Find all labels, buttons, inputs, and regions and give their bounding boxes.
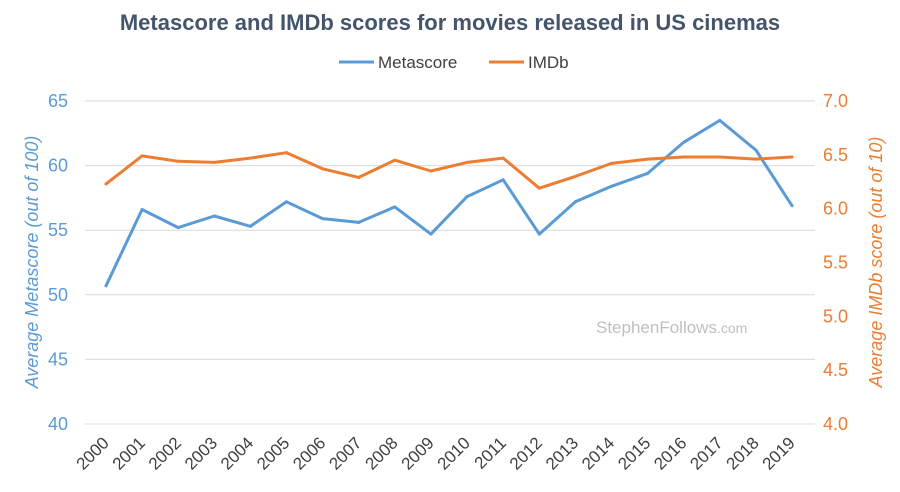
data-point-metascore xyxy=(646,171,650,175)
legend-label-metascore: Metascore xyxy=(378,53,457,72)
data-point-imdb xyxy=(393,158,397,162)
right-tick-label: 4.5 xyxy=(823,360,848,380)
left-tick-label: 45 xyxy=(48,349,68,369)
series-lines xyxy=(104,118,794,288)
data-point-metascore xyxy=(393,205,397,209)
data-point-metascore xyxy=(573,200,577,204)
data-point-imdb xyxy=(212,160,216,164)
right-tick-label: 6.0 xyxy=(823,199,848,219)
data-point-metascore xyxy=(104,284,108,288)
data-point-imdb xyxy=(248,156,252,160)
left-axis-ticks: 40 45 50 55 60 65 xyxy=(48,91,68,434)
data-point-metascore xyxy=(682,140,686,144)
x-axis-ticks: 2000200120022003200420052006200720082009… xyxy=(73,433,799,473)
data-point-imdb xyxy=(104,182,108,186)
left-tick-label: 60 xyxy=(48,156,68,176)
data-point-imdb xyxy=(176,159,180,163)
x-tick-label: 2017 xyxy=(686,433,726,473)
data-point-imdb xyxy=(465,160,469,164)
gridlines xyxy=(85,100,815,425)
data-point-imdb xyxy=(609,161,613,165)
data-point-metascore xyxy=(176,226,180,230)
right-axis-ticks: 4.0 4.5 5.0 5.5 6.0 6.5 7.0 xyxy=(823,91,848,434)
x-tick-label: 2016 xyxy=(650,433,690,473)
left-tick-label: 50 xyxy=(48,285,68,305)
data-point-imdb xyxy=(754,157,758,161)
left-tick-label: 40 xyxy=(48,414,68,434)
data-point-metascore xyxy=(321,217,325,221)
data-point-imdb xyxy=(646,157,650,161)
x-tick-label: 2004 xyxy=(217,433,257,473)
legend: Metascore IMDb xyxy=(339,53,569,72)
data-point-imdb xyxy=(537,186,541,190)
right-tick-label: 6.5 xyxy=(823,145,848,165)
x-tick-label: 2007 xyxy=(325,433,365,473)
watermark-main: StephenFollows xyxy=(596,318,717,337)
data-point-metascore xyxy=(429,232,433,236)
left-axis-label: Average Metascore (out of 100) xyxy=(22,136,42,390)
data-point-metascore xyxy=(609,184,613,188)
data-point-metascore xyxy=(501,178,505,182)
right-axis-label: Average IMDb score (out of 10) xyxy=(866,137,886,389)
x-tick-label: 2003 xyxy=(181,433,221,473)
x-tick-label: 2000 xyxy=(73,433,113,473)
right-tick-label: 7.0 xyxy=(823,91,848,111)
data-point-imdb xyxy=(285,151,289,155)
left-tick-label: 55 xyxy=(48,220,68,240)
data-point-imdb xyxy=(682,155,686,159)
data-point-imdb xyxy=(501,156,505,160)
x-tick-label: 2015 xyxy=(614,433,654,473)
data-point-metascore xyxy=(465,195,469,199)
x-tick-label: 2019 xyxy=(759,433,799,473)
x-tick-label: 2011 xyxy=(471,433,510,472)
x-tick-label: 2005 xyxy=(253,433,293,473)
x-tick-label: 2006 xyxy=(289,433,329,473)
data-point-metascore xyxy=(248,224,252,228)
data-point-imdb xyxy=(321,167,325,171)
x-tick-label: 2008 xyxy=(361,433,401,473)
right-tick-label: 5.0 xyxy=(823,306,848,326)
data-point-imdb xyxy=(573,174,577,178)
left-tick-label: 65 xyxy=(48,91,68,111)
x-tick-label: 2018 xyxy=(723,433,763,473)
data-point-imdb xyxy=(718,155,722,159)
x-tick-label: 2002 xyxy=(145,433,185,473)
data-point-metascore xyxy=(537,232,541,236)
series-line-imdb xyxy=(104,151,794,190)
data-point-imdb xyxy=(140,154,144,158)
data-point-metascore xyxy=(754,148,758,152)
x-tick-label: 2009 xyxy=(398,433,438,473)
data-point-metascore xyxy=(718,118,722,122)
x-tick-label: 2013 xyxy=(542,433,582,473)
x-tick-label: 2012 xyxy=(506,433,546,473)
data-point-imdb xyxy=(790,155,794,159)
series-line-metascore xyxy=(104,118,794,288)
legend-label-imdb: IMDb xyxy=(528,53,569,72)
data-point-metascore xyxy=(212,214,216,218)
data-point-imdb xyxy=(429,169,433,173)
data-point-imdb xyxy=(357,175,361,179)
data-point-metascore xyxy=(790,204,794,208)
watermark: StephenFollows.com xyxy=(596,318,747,337)
data-point-metascore xyxy=(285,200,289,204)
x-tick-label: 2010 xyxy=(434,433,474,473)
right-tick-label: 5.5 xyxy=(823,253,848,273)
data-point-metascore xyxy=(357,220,361,224)
right-tick-label: 4.0 xyxy=(823,414,848,434)
data-point-metascore xyxy=(140,208,144,212)
watermark-suffix: .com xyxy=(717,320,747,336)
x-tick-label: 2001 xyxy=(109,433,149,473)
x-tick-label: 2014 xyxy=(578,433,618,473)
chart-title: Metascore and IMDb scores for movies rel… xyxy=(120,10,780,35)
